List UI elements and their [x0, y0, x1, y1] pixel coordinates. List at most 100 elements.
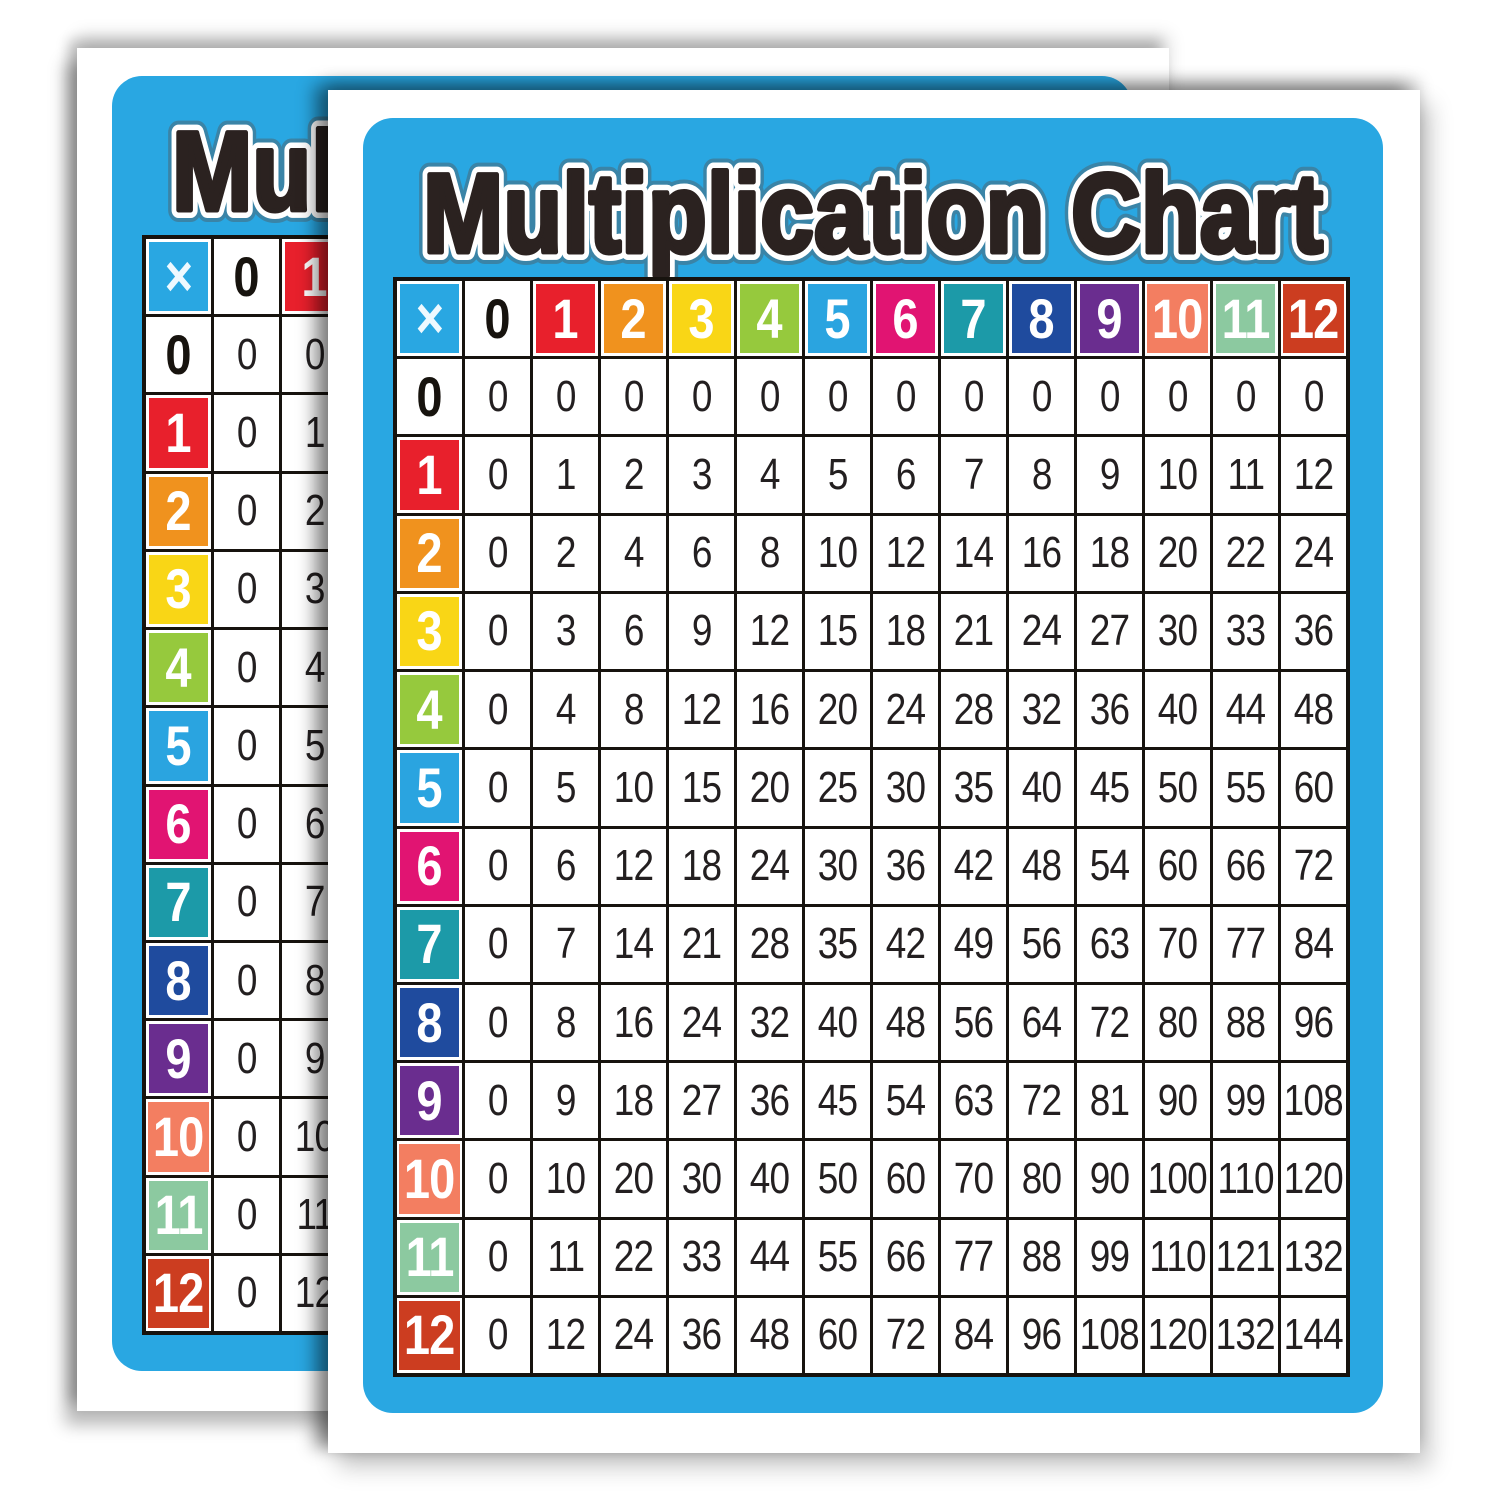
cell-value: 0: [236, 877, 258, 927]
cell-value: 12: [681, 684, 722, 734]
table-cell: 27: [669, 1063, 734, 1139]
row-header-cell-block: 3: [400, 596, 459, 667]
cell-value: 21: [681, 919, 722, 969]
cell-value: 66: [1225, 841, 1266, 891]
table-cell: 63: [941, 1063, 1006, 1139]
cell-value: 27: [1089, 606, 1130, 656]
poster-title-text: Multiplication Chart: [423, 151, 1323, 276]
corner-cell: ×: [397, 281, 462, 357]
table-cell: 120: [1145, 1297, 1210, 1373]
cell-value: 12: [1293, 450, 1334, 500]
col-header-cell: 0: [214, 239, 279, 315]
table-cell: 55: [805, 1219, 870, 1295]
row-header-cell-block: 10: [148, 1102, 209, 1172]
cell-value: 0: [827, 371, 849, 421]
cell-value: 8: [1028, 286, 1055, 350]
cell-value: 63: [1089, 919, 1130, 969]
table-cell: 10: [601, 750, 666, 826]
table-cell: 0: [214, 786, 279, 862]
cell-value: 6: [691, 528, 713, 578]
cell-value: 10: [153, 1104, 204, 1168]
cell-value: 48: [1021, 841, 1062, 891]
cell-value: 3: [555, 606, 577, 656]
cell-value: 70: [1157, 919, 1198, 969]
cell-value: 96: [1021, 1310, 1062, 1360]
table-cell: 0: [873, 359, 938, 435]
table-cell: 28: [737, 906, 802, 982]
table-cell: 22: [601, 1219, 666, 1295]
table-cell: 132: [1281, 1219, 1346, 1295]
cell-value: 0: [236, 1033, 258, 1083]
cell-value: 44: [1225, 684, 1266, 734]
corner-cell: ×: [146, 239, 211, 315]
table-cell: 8: [737, 515, 802, 591]
table-cell: 88: [1009, 1219, 1074, 1295]
cell-value: 24: [885, 684, 926, 734]
cell-value: 3: [691, 450, 713, 500]
table-cell: 0: [465, 828, 530, 904]
table-cell: 70: [1145, 906, 1210, 982]
col-header-cell: 8: [1009, 281, 1074, 357]
col-header-cell: 3: [669, 281, 734, 357]
table-cell: 0: [1077, 359, 1142, 435]
cell-value: 84: [953, 1310, 994, 1360]
table-cell: 12: [737, 593, 802, 670]
cell-value: 60: [1293, 762, 1334, 812]
table-cell: 99: [1213, 1063, 1278, 1139]
table-cell: 6: [669, 515, 734, 591]
cell-value: 24: [1021, 606, 1062, 656]
cell-value: 9: [555, 1075, 577, 1125]
cell-value: 11: [1227, 450, 1265, 500]
cell-value: 5: [416, 755, 443, 819]
table-cell: 72: [1077, 984, 1142, 1061]
row-header-cell-block: 9: [149, 1024, 208, 1094]
table-cell: 9: [1077, 437, 1142, 513]
table-cell: 18: [1077, 515, 1142, 591]
cell-value: 0: [623, 371, 645, 421]
table-cell: 16: [601, 984, 666, 1061]
row-header-cell: 1: [146, 395, 211, 471]
cell-value: 5: [304, 720, 326, 770]
table-cell: 50: [805, 1141, 870, 1217]
table-cell: 77: [941, 1219, 1006, 1295]
cell-value: 108: [1079, 1310, 1140, 1360]
row-header-cell-block: 8: [149, 945, 208, 1016]
table-cell: 132: [1213, 1297, 1278, 1373]
cell-value: 48: [749, 1310, 790, 1360]
cell-value: 36: [1293, 606, 1334, 656]
table-cell: 24: [601, 1297, 666, 1373]
table-cell: 110: [1213, 1141, 1278, 1217]
poster-title-rim: Multiplication Chart: [423, 151, 1323, 276]
table-cell: 48: [873, 984, 938, 1061]
table-cell: 11: [533, 1219, 598, 1295]
table-cell: 0: [214, 708, 279, 784]
cell-value: 10: [1152, 286, 1203, 350]
table-cell: 35: [941, 750, 1006, 826]
poster-title-outline: Multiplication Chart: [423, 151, 1323, 276]
row-header-cell: 11: [397, 1219, 462, 1295]
corner-cell-block: ×: [400, 284, 459, 354]
table-cell: 0: [214, 1255, 279, 1331]
table-cell: 4: [601, 515, 666, 591]
cell-value: 8: [165, 948, 192, 1012]
table-cell: 90: [1077, 1141, 1142, 1217]
table-cell: 66: [1213, 828, 1278, 904]
cell-value: 64: [1021, 997, 1062, 1047]
cell-value: 8: [1031, 450, 1053, 500]
cell-value: 40: [817, 997, 858, 1047]
cell-value: 22: [613, 1232, 654, 1282]
row-header-cell: 5: [397, 750, 462, 826]
cell-value: 8: [416, 990, 443, 1054]
cell-value: 120: [1283, 1153, 1344, 1203]
col-header-cell: 5: [805, 281, 870, 357]
cell-value: 0: [1031, 371, 1053, 421]
table-cell: 108: [1281, 1063, 1346, 1139]
row-header-cell-block: 12: [399, 1300, 460, 1370]
cell-value: 7: [416, 912, 443, 976]
cell-value: 36: [749, 1075, 790, 1125]
table-cell: 18: [873, 593, 938, 670]
cell-value: 6: [623, 606, 645, 656]
row-header-cell: 1: [397, 437, 462, 513]
row-header-cell: 9: [146, 1021, 211, 1097]
table-cell: 0: [941, 359, 1006, 435]
